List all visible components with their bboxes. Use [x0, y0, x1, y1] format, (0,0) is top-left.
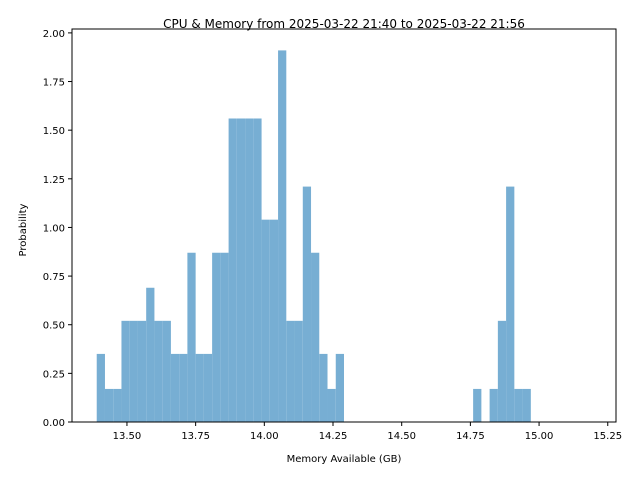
histogram-bar	[146, 287, 155, 422]
histogram-bar	[129, 320, 138, 422]
x-axis-label: Memory Available (GB)	[287, 454, 402, 465]
histogram-bar	[253, 118, 262, 422]
histogram-bar	[170, 353, 180, 422]
histogram-bar	[104, 388, 114, 422]
chart-title: CPU & Memory from 2025-03-22 21:40 to 20…	[163, 17, 525, 31]
y-tick-label: 0.00	[43, 418, 65, 429]
histogram-bar	[514, 388, 523, 422]
y-tick-label: 1.75	[43, 78, 65, 89]
x-tick-label: 15.25	[593, 431, 622, 442]
y-tick-label: 0.75	[43, 272, 65, 283]
x-tick-label: 13.75	[181, 431, 210, 442]
histogram-bar	[497, 320, 507, 422]
x-tick-label: 14.00	[250, 431, 279, 442]
x-tick-label: 14.25	[319, 431, 348, 442]
x-tick-label: 14.75	[456, 431, 485, 442]
histogram-bar	[506, 186, 515, 422]
histogram-bar	[195, 353, 204, 422]
y-axis-ticks: 0.00 0.25 0.50 0.75 1.00 1.25 1.50 1.75 2.00	[43, 29, 72, 429]
histogram-bar	[473, 388, 482, 422]
histogram-bar	[319, 353, 328, 422]
histogram-bar	[137, 320, 147, 422]
y-tick-label: 2.00	[43, 29, 65, 40]
histogram-bar	[327, 388, 336, 422]
histogram-bar	[278, 50, 287, 422]
histogram-bar	[302, 186, 312, 422]
histogram-bar	[113, 388, 122, 422]
y-tick-label: 1.25	[43, 175, 65, 186]
x-tick-label: 14.50	[387, 431, 416, 442]
histogram-bar	[228, 118, 237, 422]
histogram-bar	[294, 320, 303, 422]
histogram-bar	[212, 252, 221, 422]
y-tick-label: 1.50	[43, 126, 65, 137]
histogram-bar	[522, 388, 531, 422]
bars-group	[96, 50, 531, 422]
plot-frame	[71, 28, 617, 423]
histogram-bar	[187, 252, 196, 422]
histogram-bar	[96, 353, 105, 422]
y-tick-label: 1.00	[43, 223, 65, 234]
histogram-bar	[261, 219, 270, 422]
histogram-bar	[286, 320, 295, 422]
histogram-bar	[335, 353, 344, 422]
x-axis-ticks: 13.50 13.75 14.00 14.25 14.50 14.75 15.00 15.25	[113, 422, 622, 442]
histogram-bar	[269, 219, 279, 422]
y-axis-label: Probability	[18, 203, 29, 256]
x-tick-label: 13.50	[113, 431, 142, 442]
x-tick-label: 15.00	[525, 431, 554, 442]
histogram-bar	[236, 118, 246, 422]
histogram-bar	[162, 320, 171, 422]
histogram-bar	[220, 252, 229, 422]
y-tick-label: 0.25	[43, 369, 65, 380]
y-tick-label: 0.50	[43, 321, 65, 332]
histogram-bar	[154, 320, 163, 422]
histogram-bar	[179, 353, 188, 422]
histogram-bar	[311, 252, 320, 422]
histogram-bar	[121, 320, 130, 422]
histogram-bar	[203, 353, 213, 422]
histogram-bar	[245, 118, 254, 422]
histogram-bar	[489, 388, 498, 422]
